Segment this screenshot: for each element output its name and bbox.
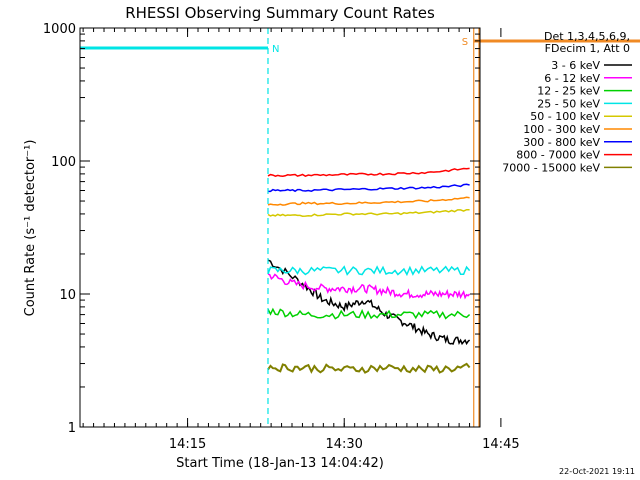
legend-label: 800 - 7000 keV bbox=[516, 149, 600, 162]
x-axis-label: Start Time (18-Jan-13 14:04:42) bbox=[176, 456, 384, 471]
y-tick-label: 1 bbox=[68, 421, 76, 436]
chart-title: RHESSI Observing Summary Count Rates bbox=[125, 4, 435, 22]
y-tick-label: 10 bbox=[59, 288, 76, 303]
y-axis-label: Count Rate (s⁻¹ detector⁻¹) bbox=[23, 140, 38, 317]
footer-date: 22-Oct-2021 19:11 bbox=[559, 467, 635, 476]
x-tick-label: 14:15 bbox=[169, 437, 206, 452]
x-tick-label: 14:30 bbox=[325, 437, 362, 452]
legend-label: 50 - 100 keV bbox=[530, 110, 600, 123]
x-tick-label: 15:00 bbox=[639, 437, 640, 452]
series-line-3-6-kev-0 bbox=[267, 259, 471, 346]
series-line-100-300-kev-0 bbox=[267, 196, 470, 206]
legend-label: 300 - 800 keV bbox=[523, 136, 600, 149]
flag-label-n: N bbox=[272, 44, 279, 55]
series-line-300-800-kev-0 bbox=[268, 183, 470, 193]
legend: Det 1,3,4,5,6,9,FDecim 1, Att 0 3 - 6 keV… bbox=[502, 30, 632, 174]
flag-label-s: S bbox=[462, 37, 468, 48]
plot-frame bbox=[79, 27, 481, 428]
series-line-7000-15000-kev-0 bbox=[267, 362, 471, 374]
series-line-6-12-kev-0 bbox=[267, 273, 471, 300]
y-tick-label: 100 bbox=[51, 155, 76, 170]
y-tick-label: 1000 bbox=[43, 22, 76, 37]
legend-label: 100 - 300 keV bbox=[523, 123, 600, 136]
legend-label: 25 - 50 keV bbox=[537, 97, 600, 110]
series-line-800-7000-kev-0 bbox=[267, 167, 470, 178]
time-markers bbox=[267, 28, 480, 427]
legend-header-line: Det 1,3,4,5,6,9, bbox=[544, 30, 630, 43]
x-tick-label: 14:45 bbox=[482, 437, 519, 452]
legend-label: 7000 - 15000 keV bbox=[502, 161, 600, 174]
legend-header-line: FDecim 1, Att 0 bbox=[545, 42, 630, 55]
legend-label: 12 - 25 keV bbox=[537, 85, 600, 98]
flag-bars: NSF bbox=[80, 37, 640, 55]
y-axis: 1 10 100 1000 bbox=[43, 22, 480, 436]
legend-label: 6 - 12 keV bbox=[544, 72, 600, 85]
series-line-25-50-kev-0 bbox=[267, 265, 471, 277]
series-line-50-100-kev-0 bbox=[267, 208, 470, 217]
series-line-12-25-kev-0 bbox=[267, 307, 471, 320]
legend-label: 3 - 6 keV bbox=[551, 59, 600, 72]
series-traces bbox=[267, 167, 471, 374]
